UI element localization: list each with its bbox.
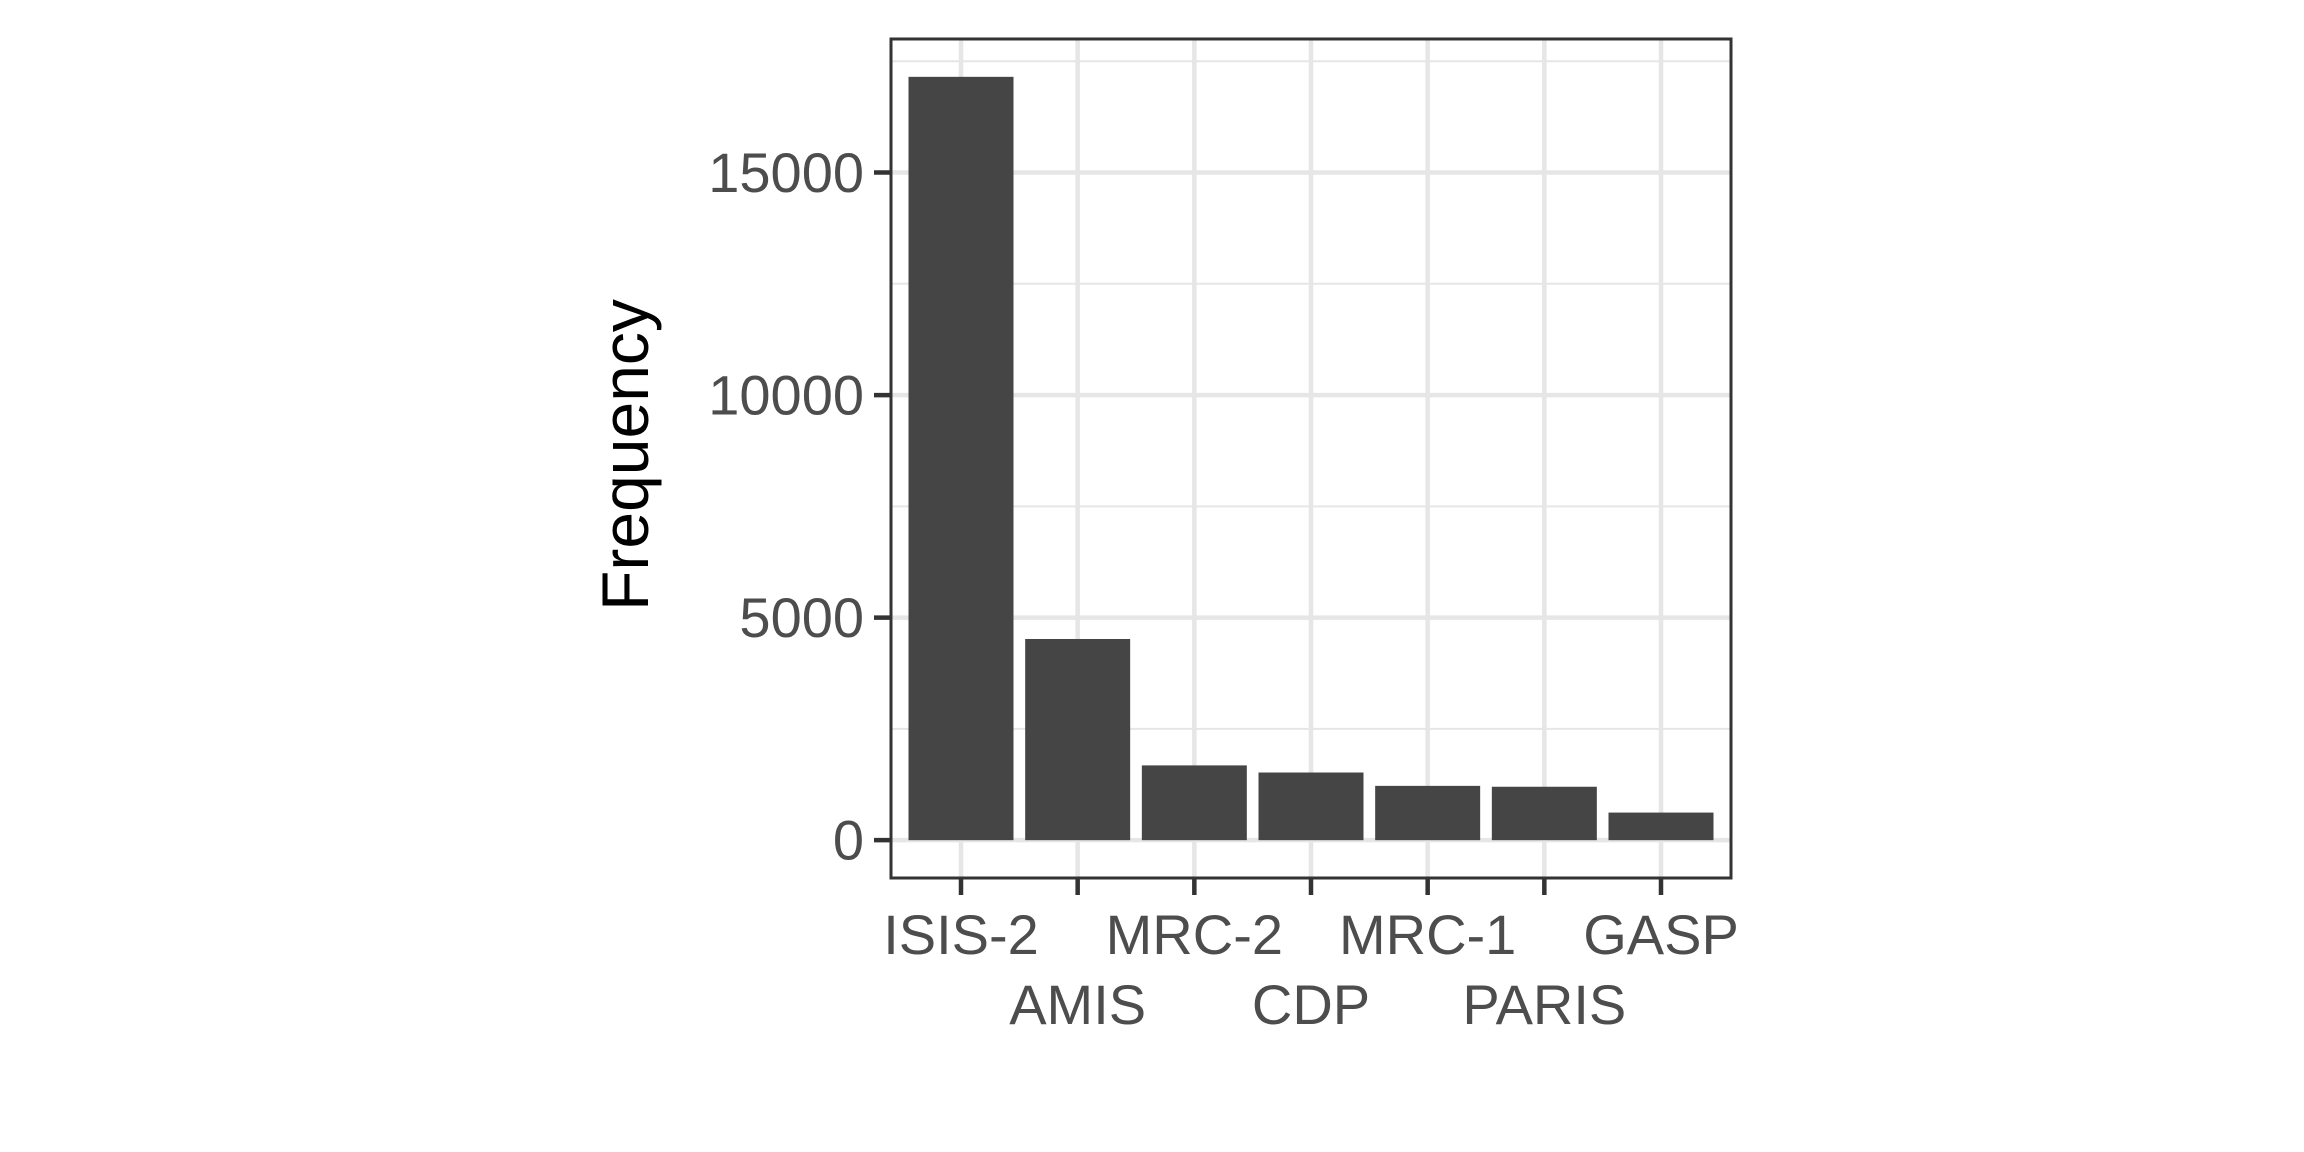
bar-mrc-2 — [1141, 765, 1247, 841]
bar-cdp — [1258, 772, 1364, 841]
x-tick-label: PARIS — [1462, 973, 1626, 1036]
bar-gasp — [1608, 812, 1714, 841]
y-tick-label: 5000 — [739, 586, 864, 649]
y-tick-label: 15000 — [708, 141, 864, 204]
x-tick-label: MRC-1 — [1339, 903, 1516, 966]
y-tick-label: 10000 — [708, 364, 864, 427]
y-axis: 0 5000 10000 15000 — [708, 141, 891, 872]
x-tick-label: GASP — [1583, 903, 1739, 966]
x-tick-label: AMIS — [1009, 973, 1146, 1036]
bars — [908, 76, 1714, 841]
bar-mrc-1 — [1375, 785, 1481, 841]
bar-amis — [1025, 638, 1131, 841]
x-tick-label: CDP — [1252, 973, 1370, 1036]
y-axis-title: Frequency — [588, 299, 662, 611]
x-tick-label: MRC-2 — [1106, 903, 1283, 966]
x-tick-label: ISIS-2 — [883, 903, 1039, 966]
y-tick-label: 0 — [833, 809, 864, 872]
x-axis: ISIS-2 AMIS MRC-2 CDP MRC-1 PARIS GASP — [883, 878, 1739, 1036]
bar-paris — [1491, 786, 1597, 841]
bar-isis-2 — [908, 76, 1014, 841]
